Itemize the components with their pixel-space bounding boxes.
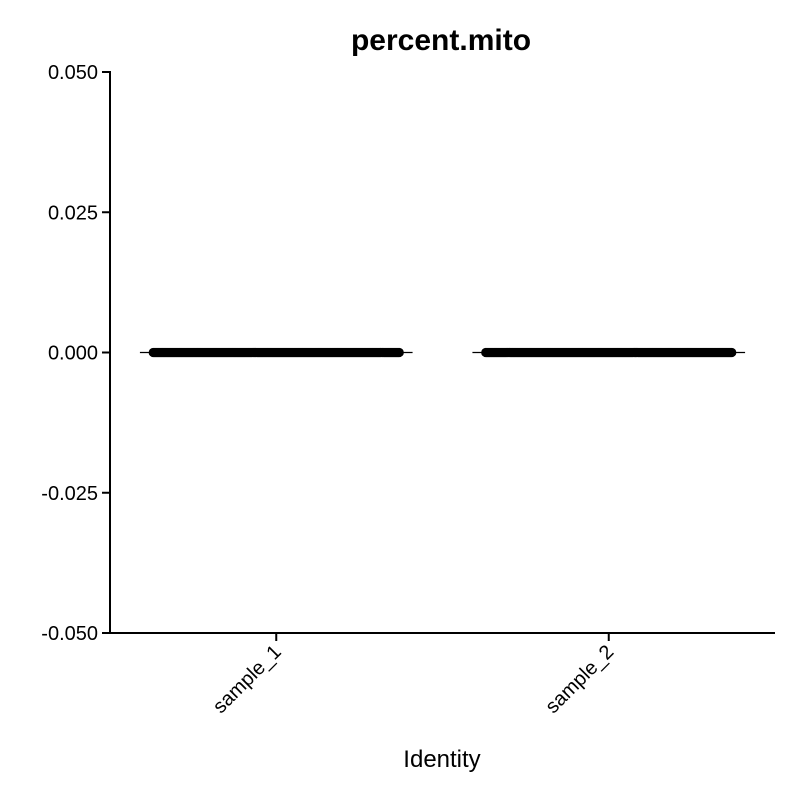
violin-sample_1 bbox=[139, 347, 413, 358]
y-tick-label: -0.025 bbox=[41, 483, 98, 505]
data-point bbox=[727, 347, 737, 358]
violin-sample_2 bbox=[472, 347, 746, 358]
x-tick-label: sample_1 bbox=[209, 641, 286, 718]
y-tick-label: 0.025 bbox=[48, 202, 98, 224]
x-tick-label: sample_2 bbox=[541, 641, 618, 718]
y-tick-label: -0.050 bbox=[41, 623, 98, 645]
y-tick-label: 0.000 bbox=[48, 343, 98, 365]
chart-title: percent.mito bbox=[351, 24, 531, 57]
y-axis: -0.050 -0.025 0.000 0.025 0.050 bbox=[41, 62, 111, 645]
y-tick-label: 0.050 bbox=[48, 62, 98, 84]
x-axis-title: Identity bbox=[403, 746, 480, 773]
data-point bbox=[394, 347, 404, 358]
x-axis: sample_1 sample_2 bbox=[109, 632, 775, 718]
plot-area bbox=[139, 347, 746, 358]
